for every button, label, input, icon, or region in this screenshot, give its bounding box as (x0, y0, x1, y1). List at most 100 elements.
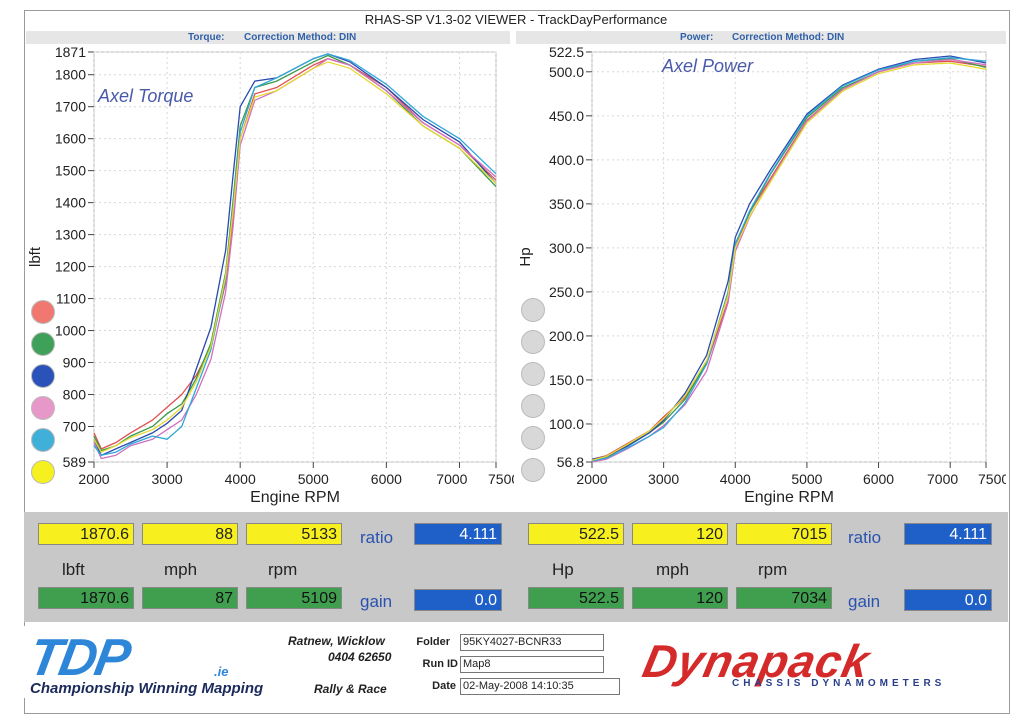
left-readout-bottom-1: 87 (142, 587, 238, 609)
address-line1: Ratnew, Wicklow (288, 634, 385, 648)
y-tick-label: 150.0 (549, 372, 584, 388)
left-unit-label-1: mph (164, 560, 198, 579)
right-gain-value[interactable]: 0.0 (904, 589, 992, 611)
y-tick-label: 1500 (55, 163, 86, 179)
plot-area (93, 51, 497, 463)
handwritten-annotation: Axel Torque (97, 86, 193, 106)
x-tick-label: 6000 (371, 471, 402, 487)
left-readout-top-2: 5133 (246, 523, 342, 545)
series-line-5 (591, 62, 987, 461)
y-tick-label: 1700 (55, 99, 86, 115)
y-tick-label: 350.0 (549, 196, 584, 212)
x-tick-label: 7000 (927, 471, 958, 487)
x-axis-label: Engine RPM (250, 489, 340, 506)
tdp-logo: TDP (24, 629, 134, 687)
power-header-method: Correction Method: DIN (732, 32, 845, 43)
y-tick-label: 1400 (55, 195, 86, 211)
right-readout-top-2: 7015 (736, 523, 832, 545)
torque-chart: 589 700 800 900 1000 1100 1200 1300 1400 1500 1600… (27, 44, 514, 506)
series-line-5 (93, 61, 497, 453)
x-tick-label: 7500 (978, 471, 1006, 487)
left-ratio-label: ratio (360, 528, 394, 547)
footer: TDP .ie Championship Winning Mapping Rat… (24, 626, 1008, 698)
folder-field: 95KY4027-BCNR33 (460, 634, 604, 651)
right-unit-label-2: rpm (758, 560, 788, 579)
plot-area (591, 51, 987, 463)
y-tick-label: 1200 (55, 259, 86, 275)
series-line-4 (591, 57, 987, 462)
y-tick-label: 1800 (55, 67, 86, 83)
y-tick-label: 500.0 (549, 64, 584, 80)
series-toggle-inactive-4[interactable] (521, 426, 545, 450)
y-axis-label: Hp (517, 247, 534, 266)
date-label: Date (432, 680, 456, 692)
series-toggle-1[interactable] (31, 332, 55, 356)
y-tick-label: 700 (63, 419, 87, 435)
left-ratio-value[interactable]: 4.111 (414, 523, 502, 545)
y-axis-label: lbft (27, 246, 44, 267)
dynapack-subtitle: CHASSIS DYNAMOMETERS (732, 678, 946, 689)
x-axis-label: Engine RPM (744, 489, 834, 506)
series-line-3 (93, 57, 497, 460)
y-tick-label: 300.0 (549, 240, 584, 256)
y-tick-label: 800 (63, 387, 87, 403)
y-tick-label: 900 (63, 355, 87, 371)
power-header-label: Power: (680, 32, 714, 43)
y-tick-label: 400.0 (549, 152, 584, 168)
left-readout-top-1: 88 (142, 523, 238, 545)
right-ratio-label: ratio (848, 528, 882, 547)
y-tick-label: 250.0 (549, 284, 584, 300)
runid-label: Run ID (422, 658, 458, 670)
x-tick-label: 7500 (488, 471, 514, 487)
right-readout-bottom-0: 522.5 (528, 587, 624, 609)
y-tick-label: 1100 (56, 291, 86, 307)
series-toggle-inactive-2[interactable] (521, 362, 545, 386)
series-toggle-2[interactable] (31, 364, 55, 388)
series-toggle-inactive-3[interactable] (521, 394, 545, 418)
window-title: RHAS-SP V1.3-02 VIEWER - TrackDayPerform… (364, 12, 668, 27)
power-chart: 56.8 100.0 150.0 200.0 250.0 300.0 350.0 400.0 4… (517, 44, 1006, 506)
series-toggle-0[interactable] (31, 300, 55, 324)
left-gain-value[interactable]: 0.0 (414, 589, 502, 611)
x-tick-label: 3000 (648, 471, 679, 487)
right-unit-label-0: Hp (552, 560, 574, 579)
x-tick-label: 4000 (720, 471, 751, 487)
torque-header-label: Torque: (188, 32, 225, 43)
x-tick-label: 5000 (791, 471, 822, 487)
date-field: 02-May-2008 14:10:35 (460, 678, 620, 695)
x-tick-label: 4000 (225, 471, 256, 487)
y-tick-label: 522.5 (549, 44, 584, 60)
y-tick-label: 450.0 (549, 108, 584, 124)
folder-label: Folder (416, 636, 450, 648)
series-toggle-3[interactable] (31, 396, 55, 420)
x-tick-label: 6000 (863, 471, 894, 487)
left-readout-bottom-2: 5109 (246, 587, 342, 609)
y-tick-label: 56.8 (557, 454, 584, 470)
series-line-2 (591, 55, 987, 460)
right-readout-top-1: 120 (632, 523, 728, 545)
rally-race: Rally & Race (314, 682, 387, 696)
series-toggle-inactive-0[interactable] (521, 298, 545, 322)
y-tick-label: 589 (63, 454, 87, 470)
right-readout-bottom-1: 120 (632, 587, 728, 609)
series-toggle-5[interactable] (31, 460, 55, 484)
x-tick-label: 2000 (78, 471, 109, 487)
left-readout-bottom-0: 1870.6 (38, 587, 134, 609)
series-toggle-4[interactable] (31, 428, 55, 452)
x-tick-label: 2000 (576, 471, 607, 487)
series-toggle-inactive-5[interactable] (521, 458, 545, 482)
left-unit-label-2: rpm (268, 560, 298, 579)
series-line-2 (93, 53, 497, 457)
y-tick-label: 1300 (55, 227, 86, 243)
runid-field: Map8 (460, 656, 604, 673)
y-tick-label: 1000 (55, 323, 86, 339)
right-ratio-value[interactable]: 4.111 (904, 523, 992, 545)
right-readout-bottom-2: 7034 (736, 587, 832, 609)
torque-header-method: Correction Method: DIN (244, 32, 357, 43)
series-toggle-inactive-1[interactable] (521, 330, 545, 354)
y-tick-label: 200.0 (549, 328, 584, 344)
right-gain-label: gain (848, 592, 881, 611)
series-line-0 (93, 58, 497, 450)
address-line2: 0404 62650 (328, 650, 392, 664)
left-unit-label-0: lbft (62, 560, 85, 579)
